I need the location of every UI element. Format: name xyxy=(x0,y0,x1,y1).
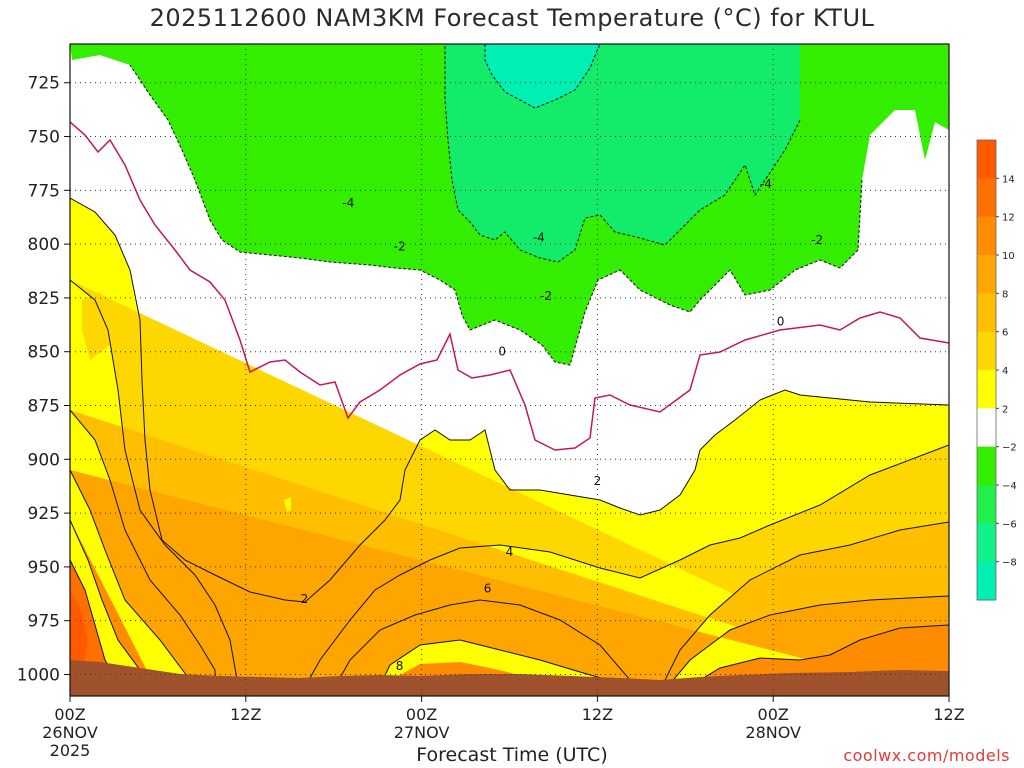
colorbar-band xyxy=(977,293,996,333)
colorbar-label: −8 xyxy=(1002,558,1017,569)
fill-2-spot xyxy=(284,497,291,512)
colorbar-label: 10 xyxy=(1002,251,1015,262)
contour-label: -2 xyxy=(394,239,406,253)
y-tick-label: 750 xyxy=(28,128,60,148)
x-tick-label: 12Z xyxy=(230,705,261,724)
contour-label: 4 xyxy=(506,545,514,559)
fill-14 xyxy=(70,590,88,668)
plot-frame xyxy=(69,43,950,697)
x-date-label: 27NOV xyxy=(394,723,450,742)
colorbar-band xyxy=(977,446,996,486)
colorbar-band xyxy=(977,216,996,256)
colorbar-band xyxy=(977,370,996,409)
y-tick-label: 825 xyxy=(28,289,60,309)
fill-4-island xyxy=(82,292,112,360)
colorbar-label: 12 xyxy=(1002,213,1015,224)
colorbar-band xyxy=(977,331,996,371)
contour-label: -4 xyxy=(533,231,545,245)
contour-fills xyxy=(70,44,949,696)
contour-label: -4 xyxy=(760,177,772,191)
contour-minus4 xyxy=(444,44,801,263)
x-date-label: 28NOV xyxy=(745,723,801,742)
y-tick-label: 800 xyxy=(28,235,60,255)
page-title: 2025112600 NAM3KM Forecast Temperature (… xyxy=(149,4,875,32)
colorbar-label: 2 xyxy=(1002,404,1008,415)
contour-label: -2 xyxy=(811,233,823,247)
contour-minus6 xyxy=(484,44,601,109)
y-tick-label: 925 xyxy=(28,504,60,524)
y-tick-label: 775 xyxy=(28,181,60,201)
contour-4 xyxy=(70,279,949,696)
fill-8 xyxy=(70,470,949,696)
contour-label: 0 xyxy=(498,345,506,359)
contour-labels: -4 -2 -4 -2 0 -4 -2 0 2 4 6 8 2 xyxy=(301,177,824,673)
colorbar-label: −4 xyxy=(1002,481,1017,492)
colorbar-label: 4 xyxy=(1002,366,1008,377)
colorbar-band xyxy=(977,523,996,563)
contour-label: 0 xyxy=(777,315,785,329)
colorbar-band xyxy=(977,255,996,294)
gridlines xyxy=(70,44,949,696)
colorbar: 14 12 10 8 6 4 2 −2 −4 −6 −8 xyxy=(976,139,1017,601)
fill-minus6 xyxy=(485,44,600,108)
y-tick-label: 725 xyxy=(28,74,60,94)
colorbar-label: 8 xyxy=(1002,289,1008,300)
contour-label: 8 xyxy=(396,659,404,673)
y-tick-label: 975 xyxy=(28,612,60,632)
colorbar-band xyxy=(977,178,996,218)
x-date-label: 26NOV xyxy=(42,723,98,742)
colorbar-label: 6 xyxy=(1002,328,1008,339)
y-tick-label: 875 xyxy=(28,397,60,417)
y-tick-label: 950 xyxy=(28,558,60,578)
x-axis-title: Forecast Time (UTC) xyxy=(416,744,608,766)
colorbar-band xyxy=(977,140,996,179)
x-tick-label: 12Z xyxy=(582,705,613,724)
x-year-label: 2025 xyxy=(50,741,91,760)
colorbar-band xyxy=(977,408,996,448)
colorbar-label: −2 xyxy=(1002,443,1017,454)
contour-label: 2 xyxy=(594,474,602,488)
contour-minus2 xyxy=(129,64,863,366)
y-tick-label: 850 xyxy=(28,343,60,363)
x-tick-label: 00Z xyxy=(406,705,437,724)
contour-label: 6 xyxy=(484,581,492,595)
ground-terrain xyxy=(70,660,949,696)
contour-label: -2 xyxy=(540,289,552,303)
contour-label: 2 xyxy=(301,592,309,606)
colorbar-band xyxy=(977,561,996,601)
y-tick-label: 900 xyxy=(28,450,60,470)
contour-2 xyxy=(70,197,949,603)
colorbar-band xyxy=(977,485,996,524)
colorbar-label: −6 xyxy=(1002,519,1017,530)
y-tick-label: 1000 xyxy=(17,665,60,685)
credit-text: coolwx.com/models xyxy=(843,746,1010,765)
x-tick-label: 12Z xyxy=(933,705,964,724)
y-axis: 725 750 775 800 825 850 875 900 925 950 975 1000 xyxy=(17,74,70,685)
contour-6 xyxy=(70,409,949,696)
x-tick-label: 00Z xyxy=(758,705,789,724)
x-tick-label: 00Z xyxy=(54,705,85,724)
contour-label: -4 xyxy=(342,196,354,210)
contour-zero xyxy=(70,121,949,451)
colorbar-label: 14 xyxy=(1002,174,1015,185)
